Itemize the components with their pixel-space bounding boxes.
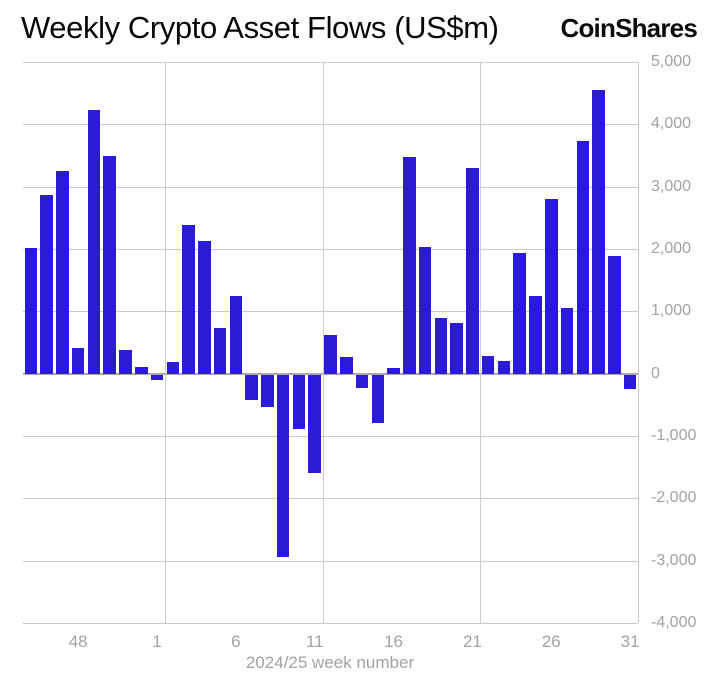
bar-week-11 <box>308 374 321 473</box>
bar-week-22 <box>481 355 495 374</box>
v-gridline <box>480 62 482 623</box>
y-tick-label: 0 <box>651 364 660 382</box>
x-tick-label: 11 <box>305 632 324 651</box>
bar-week-9 <box>276 374 290 558</box>
x-tick-label: 48 <box>68 632 88 651</box>
bar-week-45 <box>24 248 38 374</box>
bar-week-15 <box>371 374 385 424</box>
bar-week-6 <box>229 296 243 374</box>
y-tick-label: 5,000 <box>651 53 692 70</box>
y-tick-label: 4,000 <box>651 115 692 133</box>
bar-week-12 <box>324 335 337 374</box>
h-gridline <box>23 560 638 562</box>
bar-week-50 <box>103 155 116 374</box>
bar-week-20 <box>450 323 463 374</box>
bar-week-14 <box>355 374 369 388</box>
x-axis-title: 2024/25 week number <box>245 653 415 672</box>
bar-week-10 <box>292 374 306 429</box>
y-tick-label: -2,000 <box>651 489 697 507</box>
bar-week-51 <box>119 349 132 374</box>
h-gridline <box>23 623 638 624</box>
y-tick-label: 3,000 <box>651 177 692 195</box>
bar-week-47 <box>56 171 69 374</box>
y-tick-label: -4,000 <box>651 614 697 631</box>
y-tick-label: 2,000 <box>651 240 692 257</box>
x-tick-label: 16 <box>384 632 404 651</box>
h-gridline <box>23 498 638 500</box>
v-gridline <box>164 62 166 623</box>
bar-week-19 <box>434 317 448 374</box>
v-gridline <box>638 62 639 623</box>
y-tick-label: -1,000 <box>651 427 697 444</box>
bar-week-16 <box>387 368 400 374</box>
chart-title: Weekly Crypto Asset Flows (US$m) <box>21 10 499 45</box>
bar-week-46 <box>40 195 53 374</box>
bar-week-17 <box>403 157 416 374</box>
bar-week-28 <box>576 141 590 374</box>
bar-week-5 <box>213 327 227 374</box>
bar-week-24 <box>513 253 526 374</box>
bar-week-3 <box>182 225 195 374</box>
h-gridline <box>23 124 638 126</box>
bar-week-4 <box>198 240 211 374</box>
x-tick-label: 31 <box>620 632 640 651</box>
h-gridline <box>23 436 638 437</box>
h-gridline <box>23 249 638 250</box>
bar-week-2 <box>166 362 180 374</box>
x-tick-label: 1 <box>152 632 162 651</box>
bar-week-48 <box>71 348 85 374</box>
bar-week-27 <box>560 308 574 374</box>
x-tick-label: 6 <box>231 632 241 651</box>
h-gridline <box>23 186 638 188</box>
x-tick-label: 21 <box>462 632 482 651</box>
zero-gridline <box>23 372 638 375</box>
x-tick-label: 26 <box>541 632 561 651</box>
bar-week-8 <box>261 374 274 408</box>
bar-week-18 <box>418 246 432 374</box>
bar-week-52 <box>134 366 148 374</box>
bar-week-31 <box>623 374 637 389</box>
coinshares-logo: CoinShares <box>560 13 698 43</box>
y-tick-label: 1,000 <box>651 302 692 320</box>
bar-week-26 <box>544 198 558 374</box>
bar-week-21 <box>466 167 479 374</box>
h-gridline <box>23 311 638 313</box>
v-gridline <box>322 62 324 623</box>
bar-week-23 <box>497 361 511 374</box>
bar-week-13 <box>339 356 353 374</box>
bar-week-7 <box>245 374 258 401</box>
bar-week-1 <box>150 374 164 380</box>
y-tick-label: -3,000 <box>651 551 697 569</box>
bar-week-30 <box>608 256 621 374</box>
bar-week-29 <box>592 90 605 374</box>
h-gridline <box>23 62 638 63</box>
bar-week-49 <box>87 109 101 374</box>
bar-week-25 <box>529 295 542 374</box>
